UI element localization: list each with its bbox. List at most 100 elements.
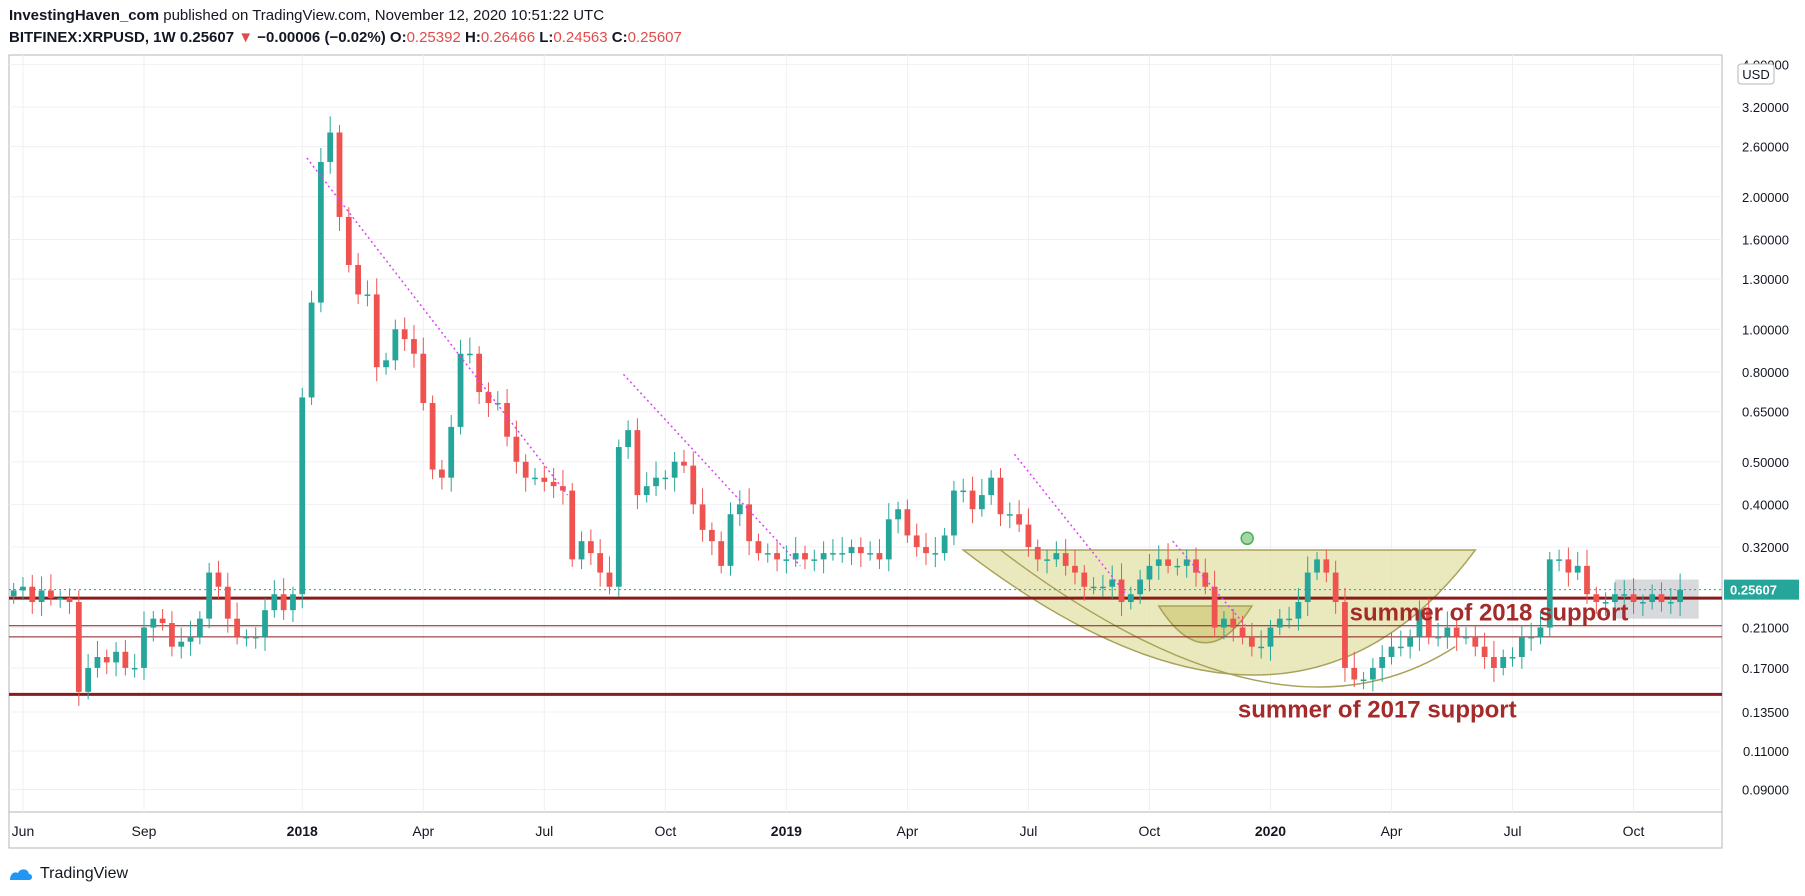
candle-up bbox=[727, 514, 734, 566]
low-label: L: bbox=[539, 29, 554, 46]
y-tick-label: 1.30000 bbox=[1742, 272, 1789, 287]
candle-down bbox=[1062, 553, 1069, 566]
x-tick-label: Jul bbox=[1504, 823, 1522, 839]
candle-up bbox=[308, 302, 315, 398]
tradingview-brand[interactable]: TradingView bbox=[40, 865, 129, 882]
x-tick-label: Oct bbox=[1623, 823, 1645, 839]
candle-up bbox=[1444, 627, 1451, 637]
y-tick-label: 0.11000 bbox=[1743, 744, 1789, 759]
x-tick-label: Oct bbox=[1139, 823, 1161, 839]
candle-up bbox=[1137, 579, 1144, 595]
candle-down bbox=[1630, 594, 1637, 603]
candle-down bbox=[336, 132, 343, 217]
candle-up bbox=[951, 490, 957, 536]
y-tick-label: 0.32000 bbox=[1742, 540, 1789, 555]
x-tick-label: Oct bbox=[654, 823, 676, 839]
candle-down bbox=[234, 618, 240, 637]
candle-up bbox=[932, 553, 939, 555]
candle-up bbox=[196, 618, 203, 637]
candle-up bbox=[1174, 565, 1181, 568]
y-tick-label: 2.60000 bbox=[1742, 140, 1789, 155]
trend-line bbox=[1172, 540, 1248, 629]
high-value: 0.26466 bbox=[480, 29, 536, 46]
candle-down bbox=[681, 461, 687, 466]
candle-up bbox=[1090, 586, 1097, 589]
candle-up bbox=[57, 598, 64, 600]
candle-down bbox=[1491, 657, 1497, 668]
candle-up bbox=[662, 477, 669, 480]
candle-up bbox=[85, 667, 92, 692]
y-tick-label: 1.60000 bbox=[1742, 232, 1789, 247]
open-value: 0.25392 bbox=[406, 29, 461, 46]
x-tick-label: 2020 bbox=[1255, 823, 1286, 839]
candle-up bbox=[885, 519, 892, 560]
candle-up bbox=[1053, 553, 1060, 560]
candle-up bbox=[1407, 636, 1414, 647]
candle-down bbox=[1342, 602, 1348, 668]
candle-down bbox=[560, 486, 566, 491]
candle-down bbox=[485, 392, 492, 403]
candle-up bbox=[94, 657, 101, 668]
candle-down bbox=[1472, 636, 1479, 647]
symbol-label[interactable]: BITFINEX:XRPUSD, 1W bbox=[9, 29, 176, 46]
candle-up bbox=[392, 329, 399, 361]
candle-up bbox=[262, 610, 268, 637]
candle-down bbox=[1230, 618, 1237, 628]
candle-down bbox=[1193, 559, 1199, 573]
candle-up bbox=[792, 553, 799, 560]
x-tick-label: 2018 bbox=[287, 823, 318, 839]
candle-up bbox=[1379, 657, 1386, 668]
candle-up bbox=[20, 586, 26, 591]
y-tick-label: 0.50000 bbox=[1742, 455, 1789, 470]
candle-up bbox=[1109, 579, 1116, 587]
candle-down bbox=[913, 535, 920, 548]
support-annotation: summer of 2018 support bbox=[1350, 599, 1629, 626]
candle-down bbox=[541, 477, 548, 482]
candle-down bbox=[1165, 559, 1171, 566]
candle-up bbox=[1183, 559, 1190, 566]
candle-up bbox=[830, 553, 836, 555]
candle-down bbox=[1248, 636, 1255, 647]
candle-down bbox=[690, 465, 697, 505]
candle-up bbox=[783, 559, 790, 561]
candle-down bbox=[224, 586, 231, 619]
candle-up bbox=[1006, 514, 1013, 516]
candle-down bbox=[169, 623, 175, 647]
y-tick-label: 3.20000 bbox=[1742, 100, 1789, 115]
candle-up bbox=[736, 504, 743, 515]
candle-up bbox=[811, 559, 818, 561]
candle-up bbox=[290, 594, 296, 611]
candle-down bbox=[522, 461, 529, 478]
candle-up bbox=[532, 477, 538, 480]
candle-up bbox=[1155, 559, 1162, 566]
candle-up bbox=[1435, 636, 1441, 639]
candle-up bbox=[327, 132, 334, 162]
x-tick-label: 2019 bbox=[771, 823, 802, 839]
candle-up bbox=[1388, 646, 1395, 658]
candle-up bbox=[317, 161, 324, 303]
candle-up bbox=[960, 490, 967, 493]
candle-down bbox=[280, 594, 287, 611]
candle-down bbox=[1072, 565, 1078, 573]
candle-down bbox=[401, 329, 408, 340]
publisher-name[interactable]: InvestingHaven_com bbox=[9, 7, 160, 24]
currency-label: USD bbox=[1742, 67, 1769, 82]
candle-down bbox=[420, 353, 427, 403]
candle-down bbox=[923, 547, 929, 554]
candle-up bbox=[1528, 636, 1535, 639]
candle-up bbox=[383, 360, 389, 368]
candle-down bbox=[122, 651, 129, 668]
y-tick-label: 2.00000 bbox=[1742, 190, 1789, 205]
chart-header: InvestingHaven_com published on TradingV… bbox=[9, 5, 682, 49]
candle-up bbox=[1044, 559, 1050, 561]
candle-up bbox=[271, 594, 278, 611]
candle-down bbox=[1239, 627, 1246, 637]
candle-up bbox=[1221, 618, 1227, 628]
candle-down bbox=[373, 294, 380, 368]
candle-up bbox=[848, 547, 855, 554]
candle-up bbox=[38, 590, 45, 603]
candle-up bbox=[1509, 657, 1516, 659]
candle-up bbox=[364, 294, 371, 296]
candle-up bbox=[187, 636, 194, 642]
